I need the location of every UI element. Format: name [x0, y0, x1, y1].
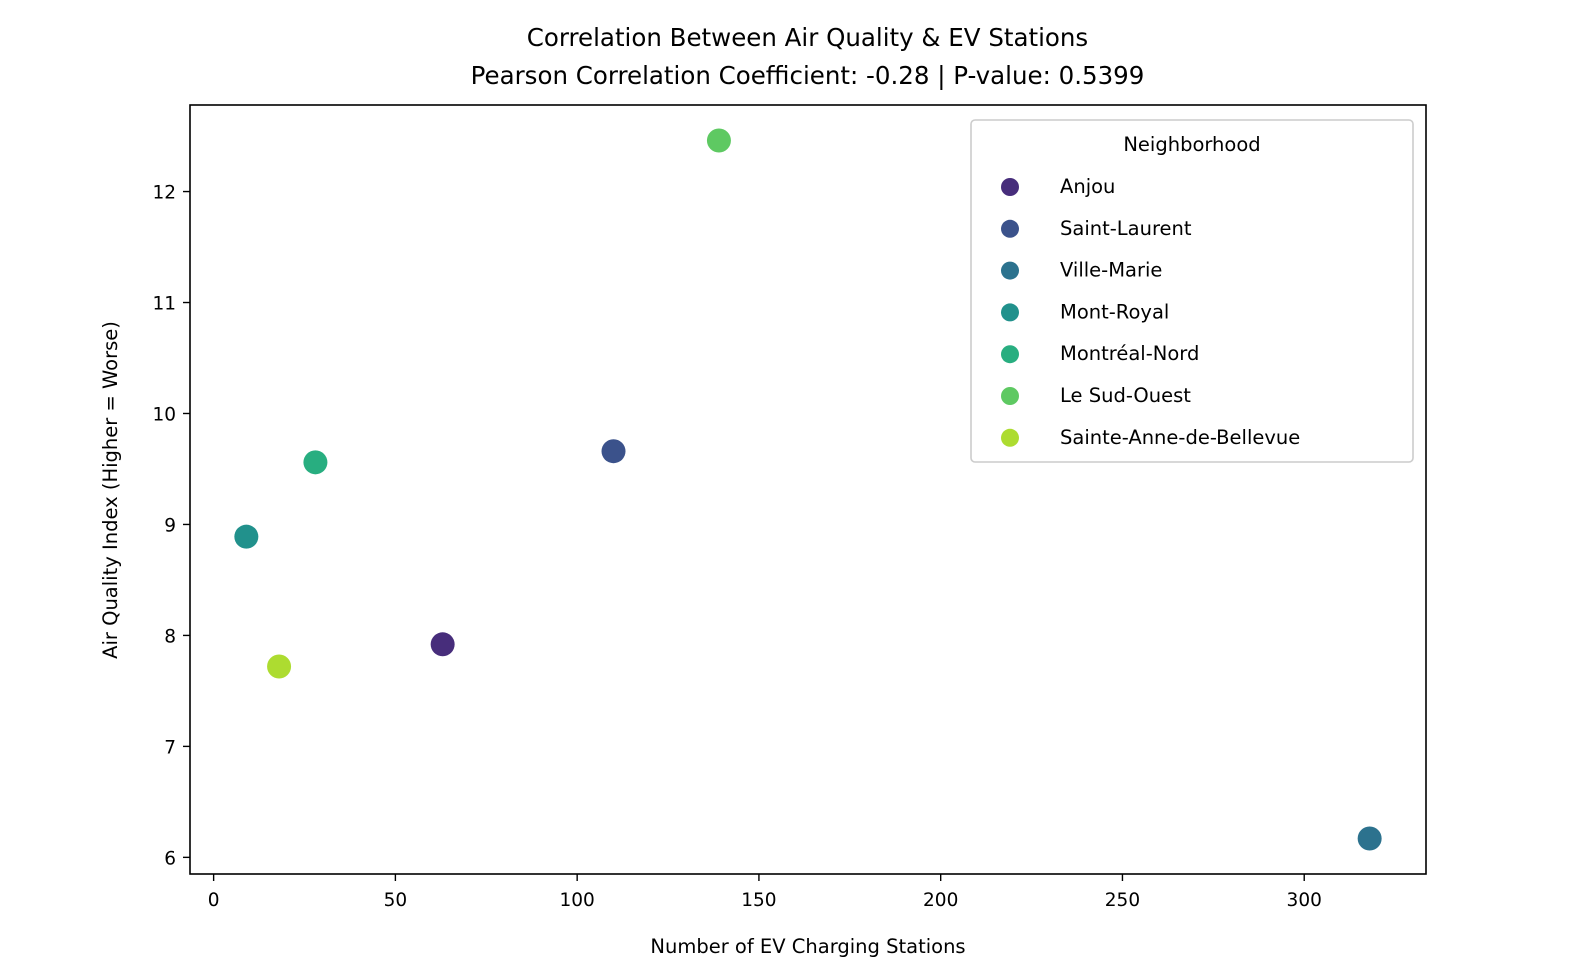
x-tick-label: 200 [923, 890, 958, 911]
legend-title: Neighborhood [1123, 133, 1260, 156]
legend-marker [1001, 261, 1019, 280]
y-axis-label: Air Quality Index (Higher = Worse) [99, 321, 122, 659]
data-point [430, 632, 455, 657]
legend-label: Ville-Marie [1060, 259, 1162, 282]
legend-marker [1001, 387, 1019, 405]
legend-marker [1001, 219, 1019, 238]
x-tick-label: 50 [384, 890, 408, 911]
y-tick-label: 11 [152, 294, 176, 315]
x-tick-label: 0 [208, 890, 220, 911]
data-point [1357, 826, 1382, 851]
data-point [234, 524, 259, 549]
plot-area-frame [189, 104, 1427, 875]
y-tick-label: 8 [164, 626, 176, 647]
x-tick-label: 100 [560, 890, 595, 911]
legend-marker [1001, 303, 1019, 322]
legend-marker [1001, 345, 1019, 364]
x-tick-label: 150 [741, 890, 776, 911]
legend-label: Mont-Royal [1060, 300, 1169, 323]
legend-label: Le Sud-Ouest [1060, 384, 1191, 407]
chart-subtitle: Pearson Correlation Coefficient: -0.28 |… [470, 61, 1145, 90]
data-points [234, 128, 1382, 851]
legend-marker [1001, 428, 1019, 447]
x-axis-label: Number of EV Charging Stations [650, 935, 965, 958]
x-tick-label: 250 [1105, 890, 1140, 911]
x-axis-ticks: 0 50 100 150 200 250 300 [208, 874, 1322, 911]
y-tick-label: 10 [152, 404, 176, 425]
data-point [706, 128, 731, 153]
chart-title: Correlation Between Air Quality & EV Sta… [526, 23, 1089, 52]
y-tick-label: 9 [164, 515, 176, 536]
y-tick-label: 6 [164, 848, 176, 869]
legend-label: Anjou [1060, 175, 1115, 198]
legend: Neighborhood Anjou Saint-Laurent Ville-Mar… [970, 119, 1414, 463]
legend-marker [1001, 178, 1019, 196]
y-tick-label: 12 [152, 183, 176, 204]
legend-label: Sainte-Anne-de-Bellevue [1060, 426, 1300, 449]
data-point [601, 439, 626, 464]
legend-label: Saint-Laurent [1060, 217, 1192, 240]
x-tick-label: 300 [1287, 890, 1322, 911]
legend-items: Anjou Saint-Laurent Ville-Marie Mont-Royal M… [1001, 175, 1300, 449]
y-tick-label: 7 [164, 737, 176, 758]
data-point [267, 654, 292, 679]
legend-frame [970, 119, 1414, 463]
y-axis-ticks: 6 7 8 9 10 11 12 [152, 183, 190, 869]
legend-label: Montréal-Nord [1060, 342, 1199, 365]
data-point [303, 450, 328, 475]
